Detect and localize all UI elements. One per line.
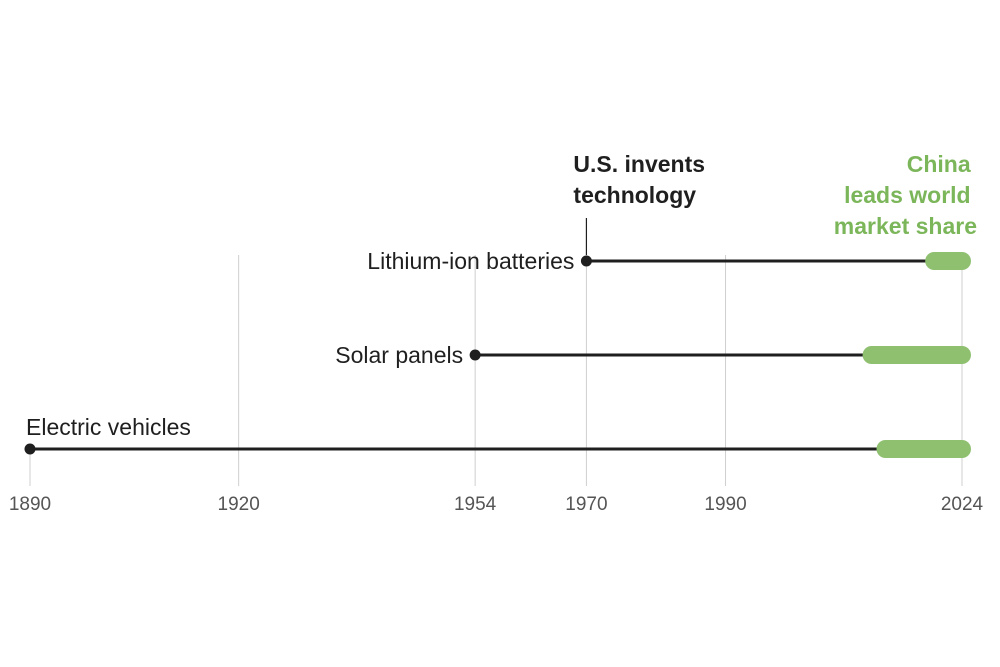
tick-label-1990: 1990: [704, 494, 746, 515]
tick-label-1890: 1890: [9, 494, 51, 515]
series-label-electric-vehicles: Electric vehicles: [26, 414, 191, 440]
china-leads-annotation: China leads world market share: [834, 151, 977, 239]
gridlines: [29, 255, 963, 486]
series-label-solar-panels: Solar panels: [335, 342, 463, 368]
china-annotation-line-1: China: [907, 151, 971, 177]
tick-label-1920: 1920: [218, 494, 260, 515]
us-annotation-line-1: U.S. invents: [573, 151, 705, 177]
tick-label-1954: 1954: [454, 494, 497, 515]
x-axis-ticks: 1890 1920 1954 1970 1990 2024: [9, 494, 984, 515]
series-group: Lithium-ion batteries Solar panels Electri…: [24, 248, 971, 458]
series-label-lithium-ion-batteries: Lithium-ion batteries: [367, 248, 574, 274]
invention-dot-electric-vehicles: [24, 443, 36, 455]
us-invents-annotation: U.S. invents technology: [573, 151, 711, 208]
tick-label-1970: 1970: [565, 494, 607, 515]
us-annotation-line-2: technology: [573, 182, 696, 208]
china-annotation-line-3: market share: [834, 213, 977, 239]
china-annotation-line-2: leads world: [844, 182, 971, 208]
invention-dot-solar-panels: [469, 349, 481, 361]
invention-dot-lithium-ion-batteries: [580, 255, 592, 267]
tick-label-2024: 2024: [941, 494, 984, 515]
annotations: U.S. invents technology China leads worl…: [573, 151, 977, 255]
